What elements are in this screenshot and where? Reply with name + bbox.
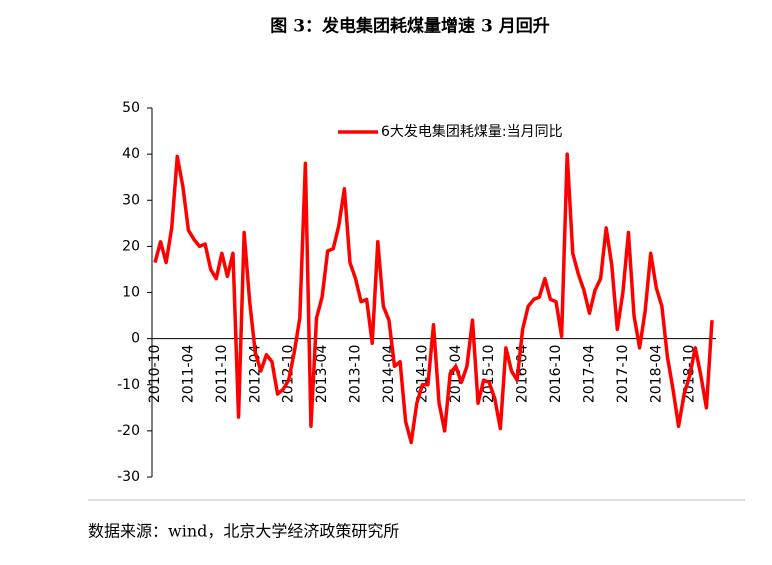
x-tick-label: 2011-04 xyxy=(180,345,196,404)
y-tick-label: 10 xyxy=(122,285,140,301)
y-tick-label: 40 xyxy=(122,146,140,162)
x-tick-label: 2010-10 xyxy=(147,345,163,404)
x-tick-label: 2012-04 xyxy=(247,345,263,404)
x-tick-label: 2017-04 xyxy=(581,345,597,404)
y-tick-label: 20 xyxy=(122,238,140,254)
y-tick-label: -20 xyxy=(117,423,140,439)
data-line xyxy=(153,152,714,445)
y-tick-label: 30 xyxy=(122,192,140,208)
chart-title: 图 3：发电集团耗煤量增速 3 月回升 xyxy=(270,16,549,37)
x-tick-label: 2014-10 xyxy=(414,345,430,404)
x-tick-label: 2015-10 xyxy=(481,345,497,404)
legend-label: 6大发电集团耗煤量:当月同比 xyxy=(381,123,563,140)
x-tick-label: 2011-10 xyxy=(214,345,230,404)
x-tick-label: 2013-04 xyxy=(314,345,330,404)
x-tick-label: 2015-04 xyxy=(448,345,464,404)
x-tick-label: 2018-04 xyxy=(648,345,664,404)
y-tick-label: -30 xyxy=(117,469,140,485)
source-note: 数据来源：wind，北京大学经济政策研究所 xyxy=(88,522,399,541)
y-tick-label: 50 xyxy=(122,100,140,116)
x-tick-label: 2016-10 xyxy=(548,345,564,404)
x-tick-label: 2017-10 xyxy=(615,345,631,404)
x-tick-label: 2013-10 xyxy=(348,345,364,404)
y-tick-label: -10 xyxy=(117,377,140,393)
y-tick-label: 0 xyxy=(131,331,140,347)
